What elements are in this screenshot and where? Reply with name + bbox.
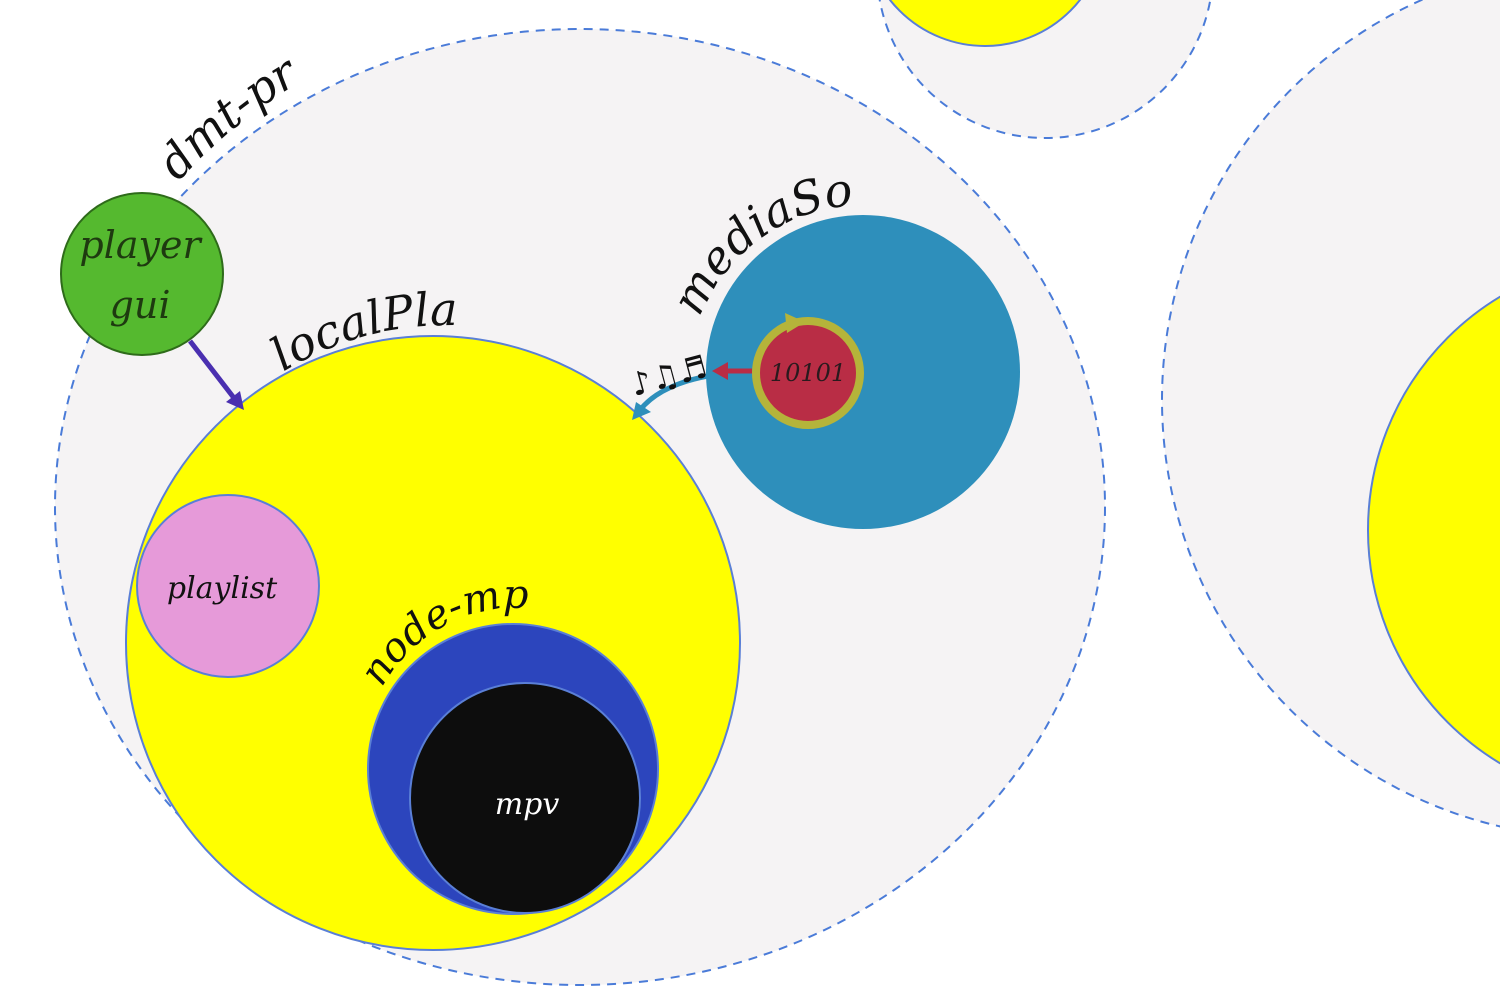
player-gui-circle: [60, 192, 224, 356]
gui-arrow-head-icon: [226, 391, 244, 410]
stream-ring: [752, 317, 864, 429]
stream-arrow-head-icon: [712, 362, 728, 380]
stream-data-label: 10101: [770, 359, 846, 387]
mpv-circle: [409, 682, 641, 914]
loop-arrow-icon: [785, 313, 805, 333]
gui-arrow-shaft: [188, 339, 236, 400]
yellow-module-right: [1367, 295, 1500, 765]
playlist-circle: [136, 494, 320, 678]
mpv-label: mpv: [495, 787, 560, 822]
audio-arrow-shaft: [638, 373, 709, 412]
playlist-label: playlist: [167, 571, 278, 606]
player-gui-label-line2: gui: [110, 283, 171, 327]
audio-arrow-head-icon: [632, 402, 651, 420]
player-gui-label-line1: player: [79, 223, 203, 267]
yellow-module-top: [888, 0, 1082, 47]
